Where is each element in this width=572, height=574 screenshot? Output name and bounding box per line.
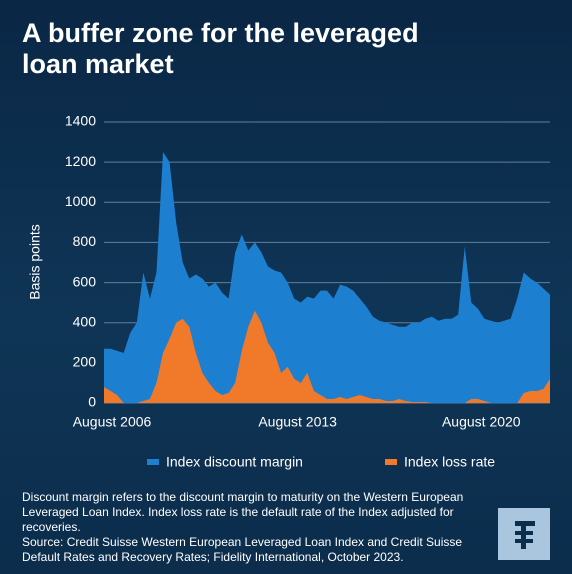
y-tick-label: 800: [73, 233, 97, 249]
y-tick-label: 1400: [65, 113, 96, 129]
legend-label: Index loss rate: [404, 454, 495, 470]
y-tick-label: 400: [73, 313, 97, 329]
x-tick-label: August 2020: [442, 414, 521, 430]
logo: [498, 508, 550, 560]
x-tick-label: August 2006: [73, 414, 152, 430]
note: Source: Credit Suisse Western European L…: [22, 535, 463, 564]
x-tick-label: August 2013: [258, 414, 337, 430]
area: [104, 152, 550, 403]
y-tick-label: 200: [73, 354, 97, 370]
chart: 0 200 400 600 800 1000 1200 1400 Basis points Aug…: [27, 113, 550, 470]
y-tick-label: 1000: [65, 193, 96, 209]
y-axis-label: Basis points: [27, 224, 43, 299]
notes: Discount margin refers to the discount m…: [22, 490, 492, 565]
area: [104, 310, 550, 403]
y-tick-label: 0: [88, 394, 96, 410]
legend-label: Index discount margin: [166, 454, 303, 470]
logo-glyph: [515, 521, 535, 549]
chart-title: A buffer zone for the leveraged loan mar…: [22, 18, 419, 79]
legend-swatch: [147, 459, 159, 465]
y-tick-label: 600: [73, 273, 97, 289]
legend-swatch: [385, 459, 397, 465]
y-tick-label: 1200: [65, 153, 96, 169]
note: Discount margin refers to the discount m…: [22, 490, 464, 534]
